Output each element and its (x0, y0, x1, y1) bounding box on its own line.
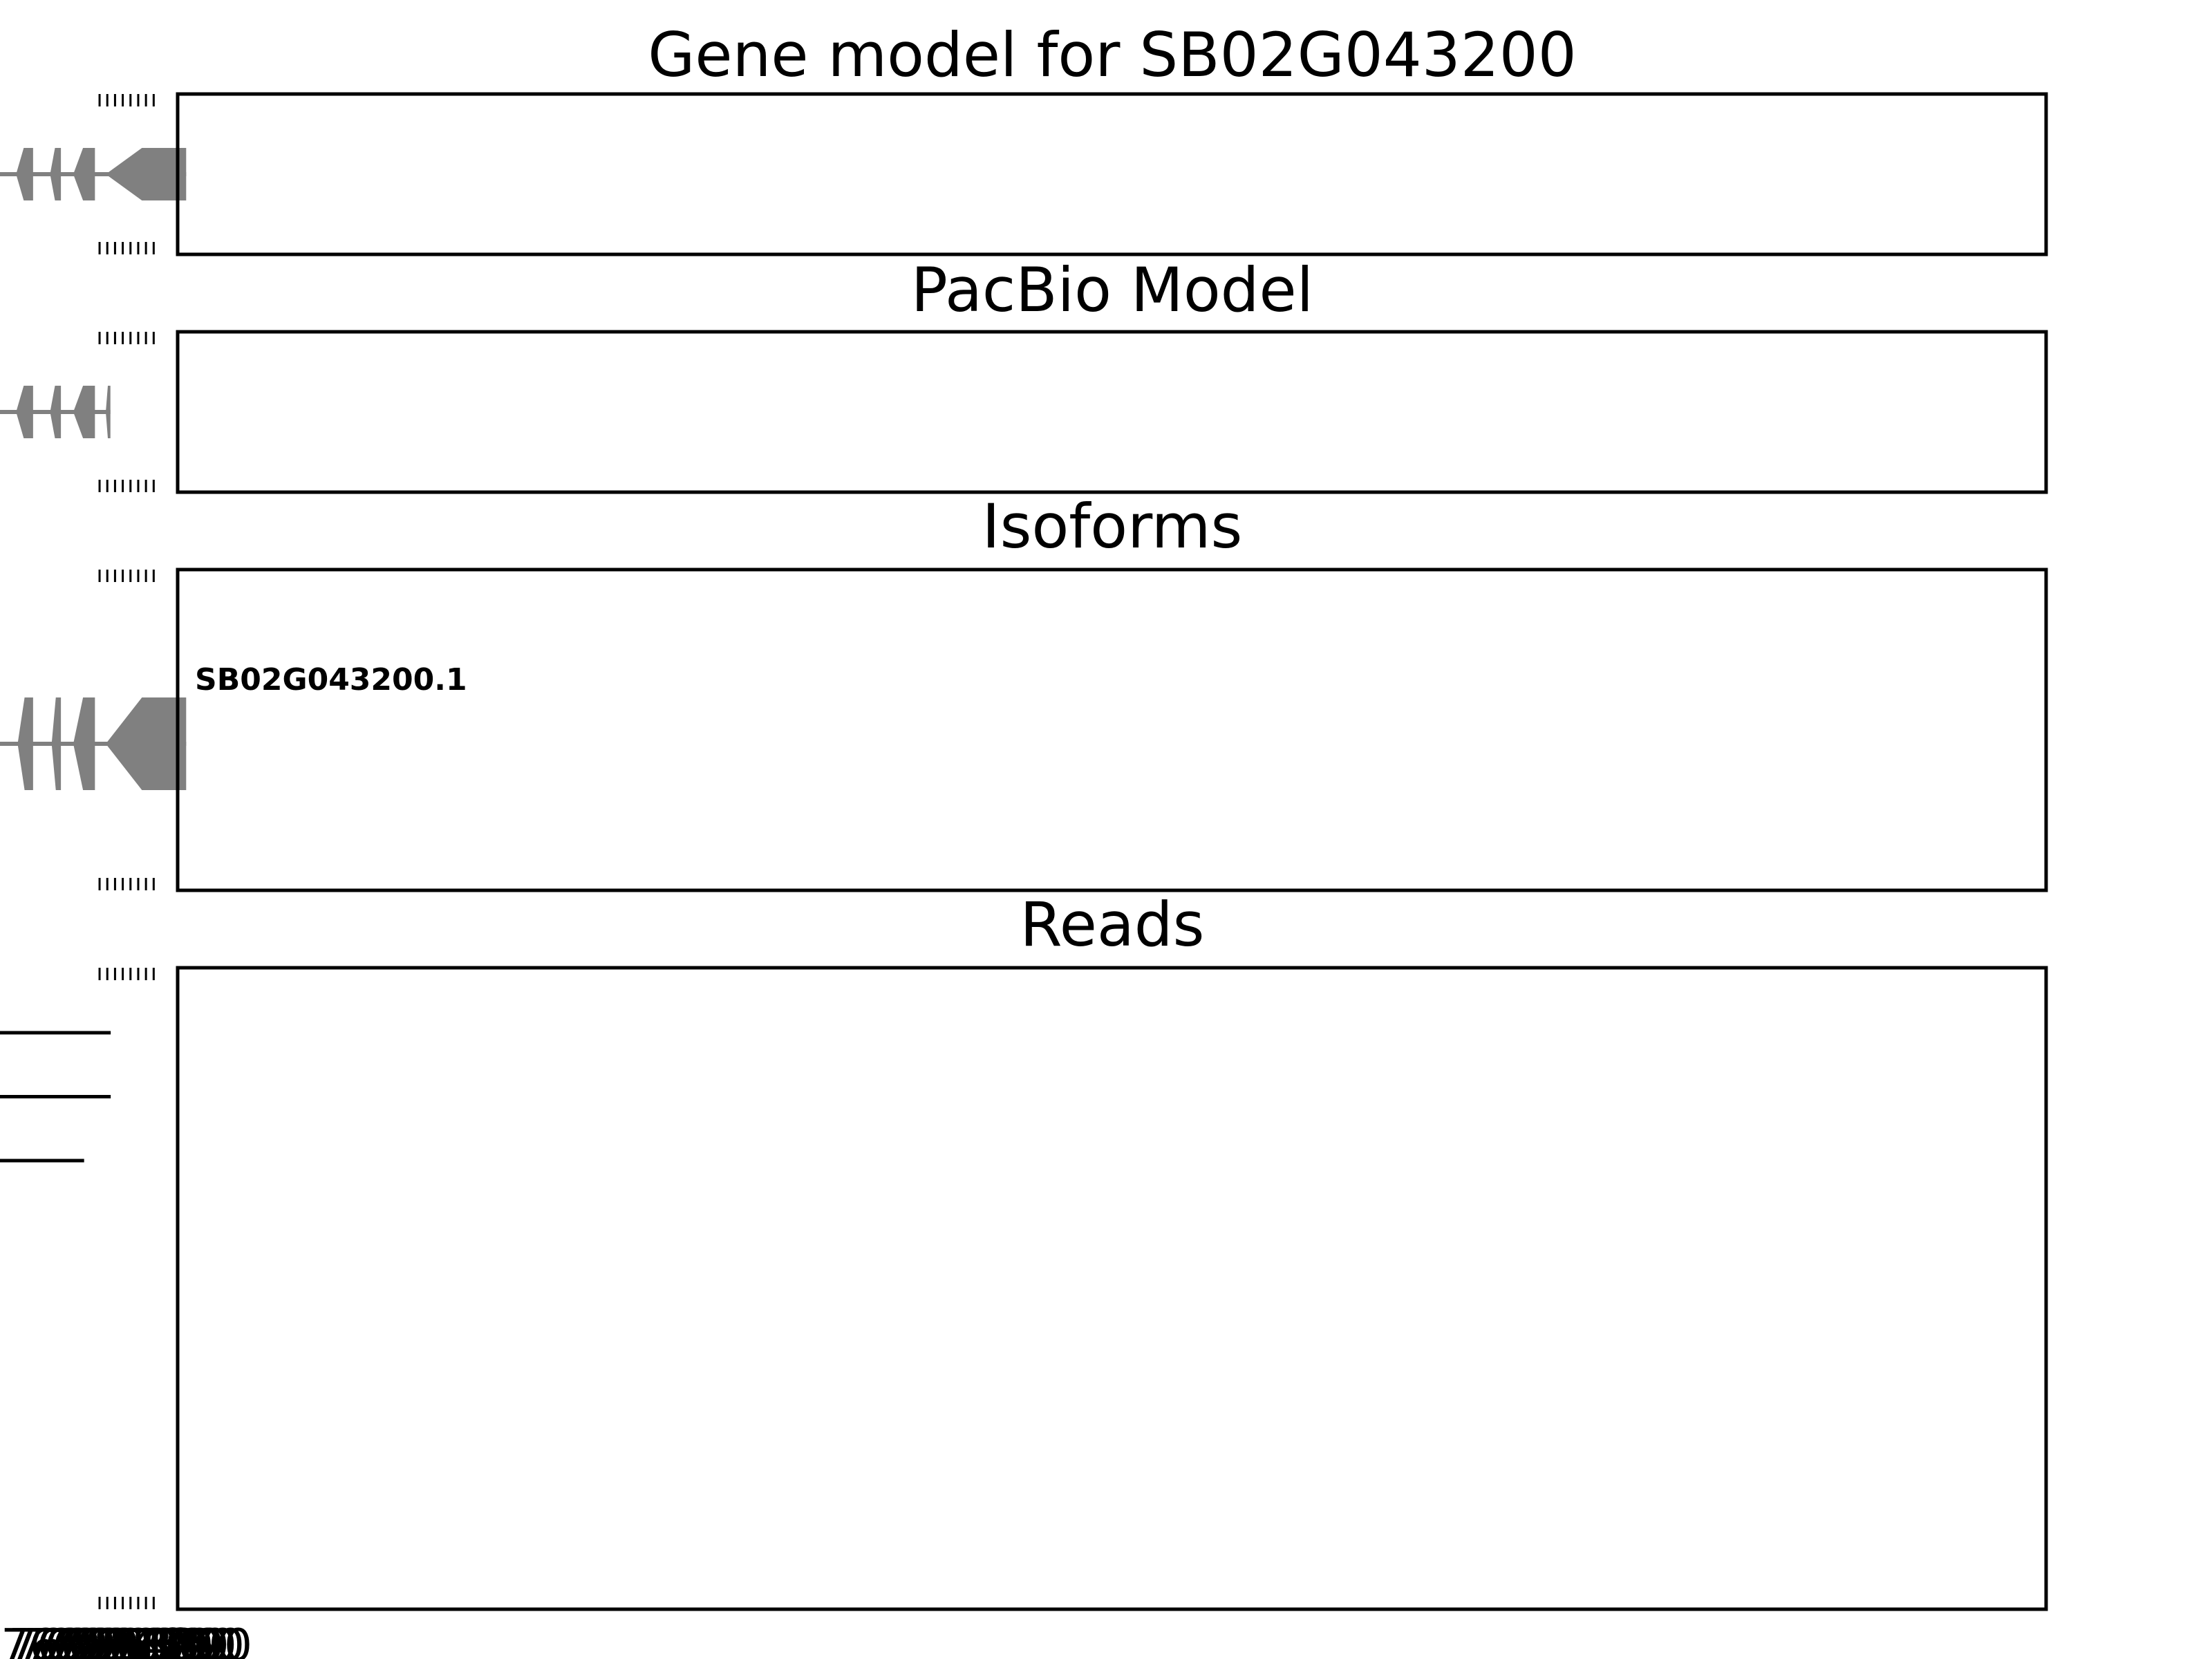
isoform-exon (51, 697, 62, 790)
x-tick-label: 7698300 (39, 1620, 236, 1659)
pacbio-model-exon (50, 386, 62, 438)
x-tick-label: 7698500 (9, 1620, 206, 1659)
panel-frame (176, 966, 2048, 1611)
gene-model-exon (16, 148, 33, 200)
pacbio-model-exon (105, 386, 111, 438)
isoform-exon (17, 697, 33, 790)
x-tick-label: 7698200 (55, 1620, 252, 1659)
isoform-exon (105, 697, 187, 790)
pacbio-model-panel (0, 330, 2048, 494)
isoform-label: SB02G043200.1 (195, 662, 467, 697)
panel-frame (176, 92, 2048, 256)
gene-model-panel (0, 92, 2048, 256)
panel-frame (176, 330, 2048, 494)
pacbio-model-title: PacBio Model (911, 254, 1313, 326)
pacbio-model-exon (16, 386, 33, 438)
x-tick-label: 7698400 (24, 1620, 221, 1659)
x-tick-label: 7698250 (48, 1620, 245, 1659)
isoforms-panel: SB02G043200.1 (0, 568, 2048, 892)
gene-model-title: Gene model for SB02G043200 (648, 19, 1577, 91)
gene-model-exon (73, 148, 95, 200)
x-axis-tick-labels: 7698200769825076983007698350769840076984… (1, 1620, 252, 1659)
x-tick-label: 7698550 (1, 1620, 198, 1659)
pacbio-model-exon (73, 386, 95, 438)
isoform-exon (73, 697, 95, 790)
x-tick-label: 7698350 (32, 1620, 229, 1659)
gene-model-exon (105, 148, 187, 200)
isoforms-title: Isoforms (982, 491, 1243, 562)
reads-title: Reads (1020, 889, 1205, 960)
gene-model-exon (50, 148, 62, 200)
x-tick-label: 7698450 (17, 1620, 214, 1659)
reads-panel (0, 966, 2048, 1611)
panel-frame (176, 568, 2048, 892)
